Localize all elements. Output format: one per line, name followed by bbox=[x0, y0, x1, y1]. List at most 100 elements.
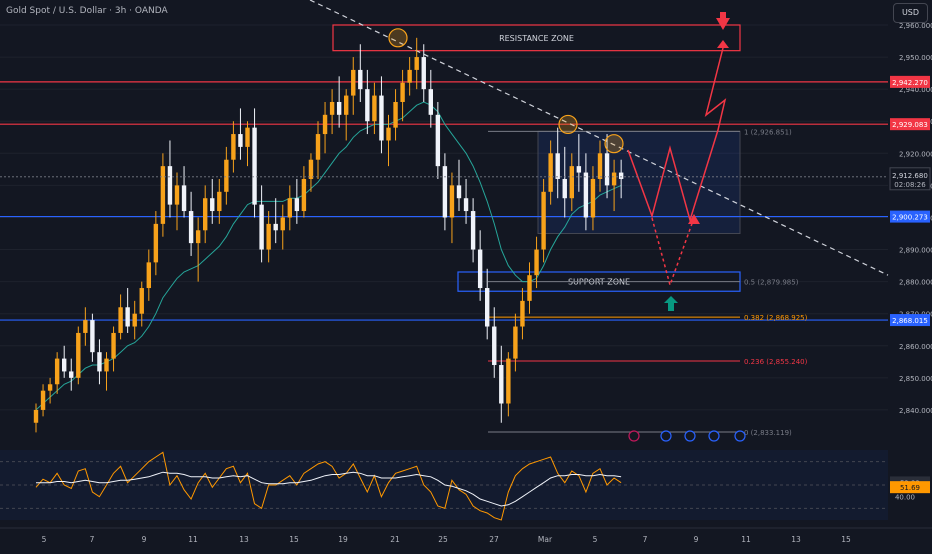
sell-arrow-icon bbox=[716, 18, 730, 30]
candle-body bbox=[245, 127, 250, 147]
candle-body bbox=[160, 166, 166, 224]
candle-body bbox=[435, 114, 441, 167]
economic-event-icon bbox=[708, 430, 720, 442]
moving-average-line bbox=[35, 101, 622, 411]
candle-body bbox=[231, 134, 236, 160]
candle-body bbox=[33, 409, 39, 423]
y-tick-label: 2,860.000 bbox=[899, 343, 932, 351]
x-tick-label: 9 bbox=[694, 535, 699, 544]
fib-label: 0.5 (2,879.985) bbox=[744, 279, 799, 287]
candle-body bbox=[167, 166, 173, 205]
touch-point-marker bbox=[558, 114, 578, 135]
trend-line bbox=[309, 0, 889, 276]
candle-body bbox=[442, 166, 448, 218]
x-tick-label: 19 bbox=[338, 535, 348, 544]
candle-body bbox=[111, 332, 116, 359]
level-badge bbox=[890, 118, 930, 131]
level-badge bbox=[890, 210, 930, 223]
projection-path bbox=[627, 47, 727, 223]
candle-body bbox=[393, 101, 398, 128]
candle-body bbox=[266, 223, 271, 250]
y-tick-label: 2,940.000 bbox=[899, 86, 932, 94]
x-tick-label: 7 bbox=[90, 535, 95, 544]
candle-body bbox=[90, 320, 95, 353]
resistance-zone-label: RESISTANCE ZONE bbox=[499, 34, 574, 43]
candle-body bbox=[188, 211, 194, 244]
candle-body bbox=[414, 57, 419, 70]
chart-title: Gold Spot / U.S. Dollar · 3h · OANDA bbox=[6, 6, 168, 16]
candle-body bbox=[294, 198, 300, 212]
candle-body bbox=[499, 365, 504, 404]
candle-body bbox=[217, 191, 222, 212]
candle-body bbox=[336, 101, 342, 115]
candle-body bbox=[548, 153, 553, 192]
candle-body bbox=[534, 249, 539, 276]
x-tick-label: 15 bbox=[289, 535, 299, 544]
x-tick-label: 27 bbox=[489, 535, 499, 544]
economic-event-icon bbox=[734, 430, 746, 442]
candle-body bbox=[541, 191, 546, 250]
level-label: 2,929.083 bbox=[892, 121, 928, 129]
candle-body bbox=[280, 217, 285, 231]
candle-body bbox=[62, 358, 67, 372]
candle-body bbox=[132, 313, 137, 327]
resistance-zone bbox=[332, 24, 741, 52]
x-tick-label: 9 bbox=[142, 535, 147, 544]
buy-arrow-icon bbox=[664, 296, 678, 303]
economic-event-icon bbox=[628, 430, 640, 442]
candle-body bbox=[463, 198, 469, 212]
candle-body bbox=[344, 95, 349, 115]
candle-body bbox=[358, 69, 363, 90]
rsi-ma-line bbox=[36, 471, 622, 507]
x-tick-label: 25 bbox=[438, 535, 448, 544]
price-axis bbox=[888, 0, 932, 550]
candle-body bbox=[470, 211, 476, 250]
candle-body bbox=[400, 82, 405, 102]
fib-label: 1 (2,926.851) bbox=[744, 128, 792, 136]
x-tick-label: 5 bbox=[42, 535, 47, 544]
current-price-label: 2,912.680 bbox=[892, 172, 928, 180]
x-tick-label: 11 bbox=[188, 535, 198, 544]
buy-arrow-stem bbox=[668, 303, 674, 311]
y-tick-label: 2,960.000 bbox=[899, 22, 932, 30]
candle-body bbox=[407, 69, 412, 83]
candle-body bbox=[83, 320, 88, 333]
candle-body bbox=[513, 326, 518, 359]
candle-body bbox=[379, 95, 384, 141]
x-tick-label: 11 bbox=[741, 535, 751, 544]
candle-body bbox=[365, 89, 370, 122]
candle-body bbox=[195, 230, 201, 244]
x-tick-label: 15 bbox=[841, 535, 851, 544]
y-tick-label: 2,890.000 bbox=[899, 247, 932, 255]
level-label: 2,942.270 bbox=[892, 79, 928, 87]
y-tick-label: 2,950.000 bbox=[899, 54, 932, 62]
rsi-ma-badge bbox=[890, 481, 930, 494]
y-tick-label: 2,850.000 bbox=[899, 375, 932, 383]
rsi-ma-label: 51.69 bbox=[900, 484, 920, 492]
candle-body bbox=[47, 384, 53, 391]
candle-body bbox=[308, 159, 314, 179]
candle-body bbox=[351, 69, 356, 96]
projection-arrowhead-low bbox=[688, 214, 700, 224]
candle-body bbox=[146, 262, 151, 289]
current-price-badge bbox=[889, 167, 931, 191]
candle-body bbox=[40, 390, 46, 410]
candle-body bbox=[315, 134, 321, 160]
candle-body bbox=[322, 114, 328, 135]
candle-body bbox=[329, 101, 335, 115]
candle-body bbox=[555, 153, 560, 179]
currency-button[interactable]: USD bbox=[893, 3, 928, 23]
candle-body bbox=[203, 198, 208, 231]
candle-body bbox=[428, 89, 433, 115]
candle-body bbox=[576, 166, 582, 173]
y-tick-label: 2,880.000 bbox=[899, 279, 932, 287]
x-tick-label: 7 bbox=[643, 535, 648, 544]
alternate-projection-path bbox=[651, 217, 695, 288]
candle-body bbox=[506, 358, 511, 404]
x-tick-label: 5 bbox=[593, 535, 598, 544]
candle-body bbox=[449, 185, 455, 218]
level-badge bbox=[890, 314, 930, 327]
rsi-low-tick: 40.00 bbox=[895, 494, 915, 502]
